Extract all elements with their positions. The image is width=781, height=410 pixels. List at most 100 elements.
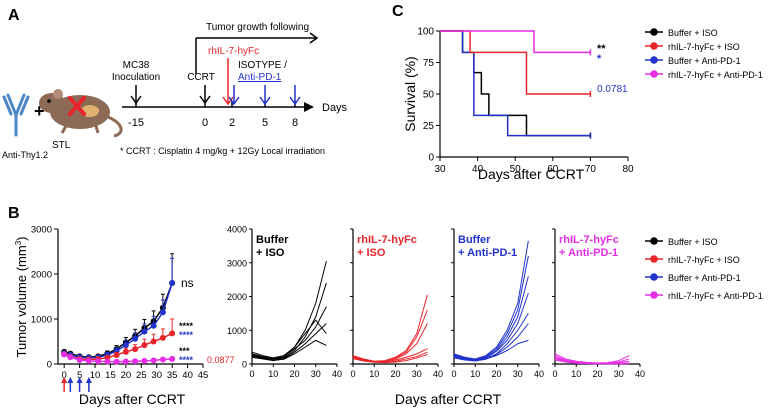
antibody-arrows — [228, 85, 301, 106]
spaghetti-x-tick-label: 40 — [534, 369, 544, 379]
survival-sig-2: * — [597, 53, 602, 65]
spaghetti-x-tick-label: 20 — [289, 369, 299, 379]
tumor-x-tick-label: 45 — [198, 370, 209, 381]
tumor-mean-point — [169, 330, 176, 337]
legend-bottom: Buffer + ISO rhIL-7-hyFc + ISO Buffer + … — [645, 237, 763, 301]
survival-y-tick-label: 50 — [423, 90, 435, 101]
spaghetti-x-tick-label: 40 — [332, 369, 342, 379]
tumor-x-tick-label: 15 — [105, 370, 116, 381]
tumor-mean-point — [159, 334, 166, 341]
legend-top-entry: rhIL-7-hyFc + ISO — [645, 42, 740, 52]
survival-x-tick-label: 30 — [434, 164, 446, 175]
survival-y-tick-label: 100 — [417, 27, 434, 38]
individual-mouse-line — [453, 313, 529, 362]
treatment-arrows — [61, 377, 92, 392]
spaghetti-x-tick-label: 0 — [350, 369, 355, 379]
tumor-mean-point — [132, 346, 139, 353]
spaghetti-x-tick-label: 10 — [470, 369, 480, 379]
tumor-ylabel-text: Tumor volume (mm — [14, 245, 29, 357]
tumor-mean-point — [169, 280, 176, 286]
tumor-sig-3: *** — [179, 346, 190, 356]
spaghetti-x-tick-label: 20 — [592, 369, 602, 379]
tumor-growth-bracket — [195, 32, 319, 74]
individual-mouse-line — [554, 359, 630, 365]
antibody-label: Anti-Thy1.2 — [2, 150, 48, 160]
tumor-x-tick-label: 25 — [136, 370, 147, 381]
survival-ylabel: Survival (%) — [402, 56, 418, 131]
tumor-mean-point — [61, 351, 68, 358]
individual-mouse-line — [352, 294, 428, 362]
legend-top-label: Buffer + Anti-PD-1 — [668, 56, 741, 66]
legend-top-label: rhIL-7-hyFc + Anti-PD-1 — [668, 70, 763, 80]
depletion-cross-icon — [68, 96, 86, 116]
tumor-mean-point — [150, 338, 157, 345]
inoculation-arrow — [130, 85, 142, 105]
survival-y-tick-label: 75 — [423, 58, 435, 69]
individual-mouse-line — [352, 323, 428, 363]
individual-mouse-line — [453, 240, 529, 360]
individual-mouse-line — [251, 282, 327, 361]
spaghetti-x-tick-label: 20 — [491, 369, 501, 379]
tumor-x-tick-label: 35 — [167, 370, 178, 381]
tumor-mean-point — [122, 348, 129, 355]
spaghetti-title: Buffer — [256, 234, 289, 246]
tumor-mean-point — [113, 358, 120, 365]
tumor-mean-point — [141, 357, 148, 364]
spaghetti-title: rhIL-7-hyFc — [357, 234, 417, 246]
legend-bottom-label: Buffer + ISO — [668, 237, 718, 247]
tumor-ylabel: Tumor volume (mm3) — [14, 237, 29, 358]
legend-top-label: rhIL-7-hyFc + ISO — [668, 42, 740, 52]
spaghetti-x-tick-label: 10 — [369, 369, 379, 379]
spaghetti-subtitle: + ISO — [357, 247, 386, 259]
spaghetti-x-tick-label: 40 — [433, 369, 443, 379]
ccrt-label: CCRT — [187, 72, 215, 83]
individual-mouse-line — [453, 323, 529, 362]
legend-bottom-entry: Buffer + ISO — [645, 237, 718, 247]
tumor-ylabel-sup: 3 — [14, 240, 23, 245]
drug-arrow — [222, 58, 234, 106]
spaghetti-title: Buffer — [458, 234, 491, 246]
survival-y-tick-label: 25 — [423, 121, 435, 132]
tumor-growth-label: Tumor growth following — [206, 22, 309, 33]
tumor-mean-point — [67, 354, 74, 361]
tumor-mean-point — [150, 357, 157, 364]
tumor-x-tick-label: 5 — [77, 370, 82, 381]
tumor-x-tick-label: 40 — [182, 370, 193, 381]
survival-curve — [440, 30, 591, 54]
individual-mouse-line — [453, 292, 529, 361]
spaghetti-x-tick-label: 0 — [451, 369, 456, 379]
legend-top-entry: Buffer + Anti-PD-1 — [645, 56, 741, 66]
tumor-mean-point — [85, 357, 92, 364]
treatment-arrow-head — [61, 377, 68, 383]
tick-5: 5 — [262, 117, 268, 129]
spaghetti-subtitle: + Anti-PD-1 — [559, 247, 618, 259]
legend-top-entry: Buffer + ISO — [645, 28, 718, 38]
tumor-mean-point — [150, 322, 157, 329]
individual-mouse-line — [453, 276, 529, 361]
ccrt-arrow — [199, 85, 211, 105]
treatment-arrow-head — [85, 377, 92, 383]
panel-a-letter: A — [8, 7, 20, 24]
tumor-mean-point — [122, 358, 129, 365]
treatment-timeline — [122, 101, 314, 112]
legend-bottom-label: Buffer + Anti-PD-1 — [668, 273, 741, 283]
tumor-sig-4: **** — [179, 355, 194, 365]
spaghetti-x-tick-label: 0 — [552, 369, 557, 379]
survival-sig-1: ** — [597, 43, 606, 55]
legend-bottom-entry: rhIL-7-hyFc + ISO — [645, 255, 740, 265]
survival-x-tick-label: 40 — [472, 164, 484, 175]
legend-top-entry: rhIL-7-hyFc + Anti-PD-1 — [645, 70, 763, 80]
survival-y-tick-label: 0 — [428, 153, 434, 164]
spaghetti-xlabel: Days after CCRT — [395, 391, 502, 407]
individual-mouse-line — [251, 339, 327, 361]
legend-bottom-entry: rhIL-7-hyFc + Anti-PD-1 — [645, 291, 763, 301]
spaghetti-x-tick-label: 30 — [614, 369, 624, 379]
tumor-y-tick-label: 3000 — [31, 225, 52, 236]
legend-bottom-entry: Buffer + Anti-PD-1 — [645, 273, 741, 283]
spaghetti-y-tick-label: 2000 — [227, 292, 247, 302]
individual-mouse-line — [251, 260, 327, 360]
tick-2: 2 — [229, 117, 235, 129]
survival-x-tick-label: 60 — [547, 164, 559, 175]
spaghetti-x-tick-label: 40 — [635, 369, 645, 379]
